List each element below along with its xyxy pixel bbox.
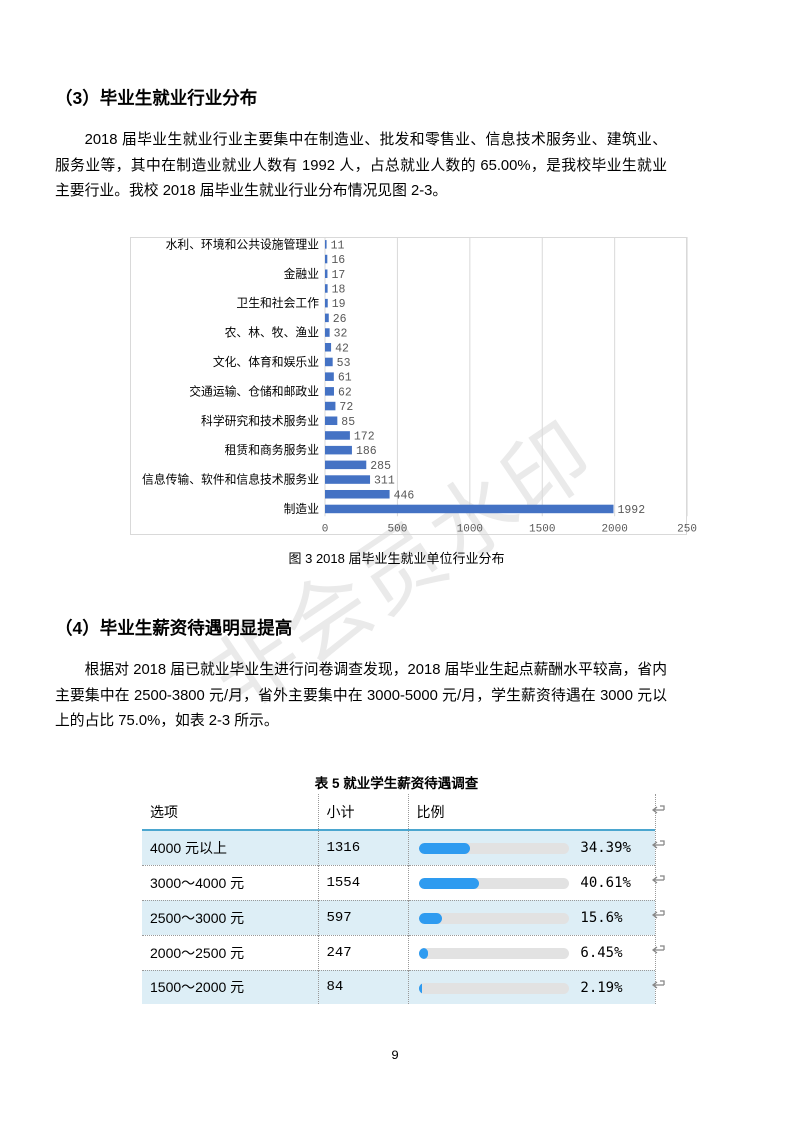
svg-text:交通运输、仓储和邮政业: 交通运输、仓储和邮政业 [189,384,319,398]
svg-text:250: 250 [677,523,697,535]
svg-text:1000: 1000 [457,523,483,535]
svg-text:62: 62 [338,386,352,399]
svg-text:水利、环境和公共设施管理业: 水利、环境和公共设施管理业 [166,237,320,251]
svg-text:26: 26 [333,313,347,326]
svg-text:18: 18 [332,283,346,296]
svg-text:172: 172 [354,430,375,443]
svg-text:2000: 2000 [601,523,627,535]
svg-text:186: 186 [356,445,377,458]
svg-text:科学研究和技术服务业: 科学研究和技术服务业 [201,414,319,428]
svg-text:信息传输、软件和信息技术服务业: 信息传输、软件和信息技术服务业 [142,473,319,487]
svg-text:农、林、牧、渔业: 农、林、牧、渔业 [225,326,320,340]
svg-text:0: 0 [322,523,329,535]
svg-text:16: 16 [331,254,345,267]
svg-text:制造业: 制造业 [284,502,320,516]
svg-text:500: 500 [388,523,408,535]
svg-text:285: 285 [370,460,391,473]
svg-text:32: 32 [334,328,348,341]
svg-text:446: 446 [394,489,415,502]
svg-text:文化、体育和娱乐业: 文化、体育和娱乐业 [213,355,319,369]
svg-text:租赁和商务服务业: 租赁和商务服务业 [225,443,320,457]
svg-text:311: 311 [374,475,395,488]
svg-text:85: 85 [341,416,355,429]
svg-text:金融业: 金融业 [284,267,320,281]
svg-text:72: 72 [339,401,353,414]
svg-text:11: 11 [331,239,345,252]
svg-text:1500: 1500 [529,523,555,535]
svg-text:1992: 1992 [618,504,646,517]
svg-text:19: 19 [332,298,346,311]
svg-text:53: 53 [337,357,351,370]
svg-text:42: 42 [335,342,349,355]
svg-text:卫生和社会工作: 卫生和社会工作 [236,296,319,310]
svg-text:61: 61 [338,372,352,385]
svg-text:17: 17 [331,269,345,282]
